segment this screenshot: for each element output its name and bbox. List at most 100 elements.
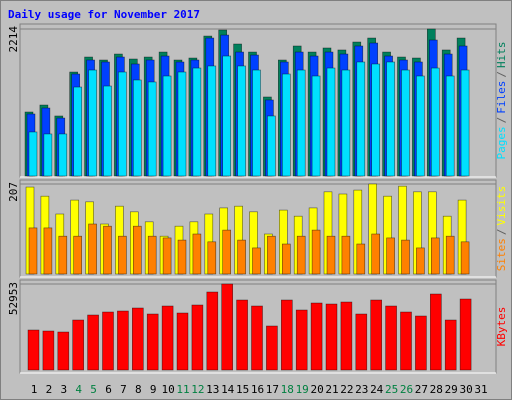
bar (132, 307, 144, 371)
bar (325, 303, 338, 371)
bar (430, 237, 440, 275)
bar (221, 283, 233, 371)
bar (43, 227, 53, 275)
bar (400, 311, 412, 371)
x-tick-label: 23 (355, 383, 368, 396)
bar (280, 299, 293, 371)
bar (87, 314, 99, 371)
x-tick-label: 1 (31, 383, 38, 396)
bar (117, 310, 129, 371)
x-tick-label: 8 (135, 383, 142, 396)
bar (371, 63, 381, 177)
bar (118, 235, 127, 275)
bar (133, 225, 142, 275)
x-tick-label: 13 (206, 383, 219, 396)
x-tick-label: 17 (266, 383, 279, 396)
bar (28, 227, 38, 275)
bar (88, 223, 97, 275)
bar (371, 233, 381, 275)
bar (326, 235, 336, 275)
bar (341, 69, 351, 177)
bar (416, 75, 425, 177)
x-tick-label: 18 (281, 383, 294, 396)
bar (58, 133, 68, 177)
legend-entry: Hits (495, 42, 508, 69)
bar (356, 61, 366, 177)
bar (267, 235, 276, 275)
bar (326, 67, 336, 177)
bar (43, 133, 53, 177)
legend: KBytes (495, 307, 508, 347)
legend-entry: Files (495, 81, 508, 114)
bar (192, 67, 202, 177)
bar (356, 243, 366, 275)
bar (147, 235, 157, 275)
bar (103, 85, 112, 177)
bar (162, 237, 172, 275)
bar (73, 86, 82, 177)
bar (296, 235, 306, 275)
bar (103, 225, 112, 275)
legend: Sites / Visits (495, 186, 508, 272)
bar (416, 247, 425, 275)
y-tick-label: 52953 (7, 282, 20, 315)
bar (147, 81, 157, 177)
bar (207, 65, 217, 177)
x-tick-label: 11 (176, 383, 189, 396)
bar (73, 235, 82, 275)
y-tick-label: 207 (7, 182, 20, 202)
bar (266, 325, 278, 371)
bar (281, 73, 291, 177)
bar (177, 239, 187, 275)
bar (415, 315, 427, 371)
bar (28, 131, 38, 177)
x-tick-label: 10 (161, 383, 174, 396)
x-tick-label: 30 (459, 383, 472, 396)
bar (192, 233, 202, 275)
bar (296, 69, 306, 177)
bar (222, 229, 231, 275)
bar (460, 241, 470, 275)
x-tick-label: 28 (430, 383, 443, 396)
bar (207, 241, 217, 275)
bar (386, 61, 395, 177)
x-tick-label: 21 (325, 383, 338, 396)
bar (311, 75, 321, 177)
bar (252, 69, 261, 177)
legend: Pages / Files / Hits (495, 42, 508, 160)
x-tick-label: 19 (296, 383, 309, 396)
x-tick-label: 14 (221, 383, 235, 396)
legend-entry: Visits (495, 186, 508, 226)
bar (237, 239, 246, 275)
x-tick-label: 22 (340, 383, 353, 396)
bar (340, 301, 353, 371)
x-tick-label: 26 (400, 383, 413, 396)
x-tick-label: 5 (90, 383, 97, 396)
bar (118, 71, 127, 177)
bar (295, 309, 308, 371)
bar (267, 115, 276, 177)
bar (445, 235, 455, 275)
legend-entry: KBytes (495, 307, 508, 347)
bar (251, 305, 263, 371)
bar (429, 293, 442, 371)
x-tick-label: 29 (445, 383, 458, 396)
bar (459, 298, 472, 371)
x-tick-label: 6 (105, 383, 112, 396)
legend-separator: / (495, 71, 508, 78)
bar (401, 69, 410, 177)
bar (58, 235, 68, 275)
bar (460, 69, 470, 177)
bar (281, 243, 291, 275)
bar (102, 311, 114, 371)
bar (401, 239, 410, 275)
bar (444, 319, 457, 371)
x-tick-label: 27 (415, 383, 428, 396)
x-tick-label: 16 (251, 383, 264, 396)
x-tick-label: 2 (46, 383, 53, 396)
x-tick-label: 25 (385, 383, 398, 396)
y-tick-label: 2214 (7, 26, 20, 53)
x-tick-label: 9 (150, 383, 157, 396)
bar (310, 302, 323, 371)
bar (311, 229, 321, 275)
